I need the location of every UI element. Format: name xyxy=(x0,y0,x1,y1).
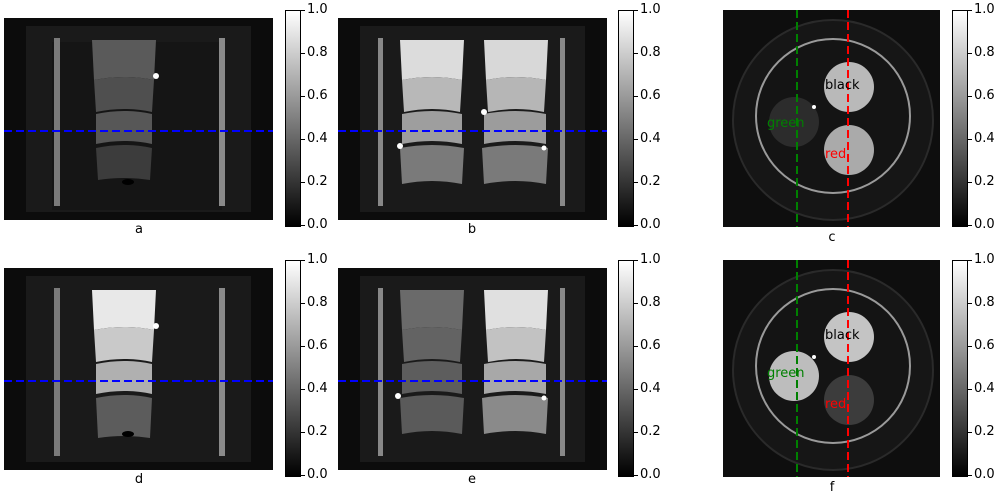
colorbar-tick: 0.2 xyxy=(301,424,328,439)
panel-b-image xyxy=(338,18,607,220)
label-black: black xyxy=(825,328,860,343)
colorbar-tick: 0.4 xyxy=(301,381,328,396)
colorbar-tick: 0.8 xyxy=(634,295,661,310)
colorbar-tick: 0.8 xyxy=(301,295,328,310)
colorbar-tick: 0.8 xyxy=(301,45,328,60)
colorbar-tick: 1.0 xyxy=(968,2,995,17)
label-green: green xyxy=(767,366,805,381)
colorbar-tick: 0.8 xyxy=(634,45,661,60)
colorbar-tick: 1.0 xyxy=(968,252,995,267)
panel-f-caption: f xyxy=(829,480,835,495)
panel-e-image xyxy=(338,268,607,470)
colorbar-b xyxy=(618,10,634,227)
panel-a-caption: a xyxy=(135,222,143,237)
colorbar-tick: 0.0 xyxy=(634,217,661,232)
panel-c-image: black green red xyxy=(723,10,940,227)
colorbar-tick: 0.4 xyxy=(634,381,661,396)
colorbar-tick: 1.0 xyxy=(634,252,661,267)
colorbar-tick: 0.2 xyxy=(634,424,661,439)
colorbar-tick: 0.6 xyxy=(634,88,661,103)
colorbar-tick: 0.2 xyxy=(301,174,328,189)
colorbar-tick: 0.2 xyxy=(968,174,995,189)
panel-f-image: black green red xyxy=(723,260,940,477)
colorbar-tick: 0.0 xyxy=(634,467,661,482)
label-red: red xyxy=(825,397,847,412)
colorbar-tick: 0.0 xyxy=(968,467,995,482)
panel-a-image xyxy=(4,18,273,220)
colorbar-tick: 0.2 xyxy=(968,424,995,439)
colorbar-c xyxy=(952,10,968,227)
colorbar-tick: 0.0 xyxy=(301,467,328,482)
label-black: black xyxy=(825,78,860,93)
colorbar-f xyxy=(952,260,968,477)
label-red: red xyxy=(825,147,847,162)
colorbar-tick: 0.4 xyxy=(968,131,995,146)
panel-d-image xyxy=(4,268,273,470)
colorbar-a xyxy=(285,10,301,227)
panel-b-caption: b xyxy=(467,222,477,237)
panel-d-caption: d xyxy=(134,472,144,487)
colorbar-tick: 0.6 xyxy=(968,338,995,353)
colorbar-tick: 1.0 xyxy=(301,252,328,267)
colorbar-tick: 0.6 xyxy=(301,338,328,353)
colorbar-tick: 0.4 xyxy=(634,131,661,146)
colorbar-tick: 0.0 xyxy=(301,217,328,232)
label-green: green xyxy=(767,116,805,131)
colorbar-tick: 0.0 xyxy=(968,217,995,232)
colorbar-e xyxy=(618,260,634,477)
colorbar-tick: 0.6 xyxy=(301,88,328,103)
colorbar-tick: 0.8 xyxy=(968,45,995,60)
panel-e-caption: e xyxy=(468,472,476,487)
colorbar-tick: 0.4 xyxy=(301,131,328,146)
colorbar-tick: 1.0 xyxy=(301,2,328,17)
colorbar-tick: 1.0 xyxy=(634,2,661,17)
colorbar-tick: 0.2 xyxy=(634,174,661,189)
colorbar-d xyxy=(285,260,301,477)
colorbar-tick: 0.4 xyxy=(968,381,995,396)
panel-c-caption: c xyxy=(828,230,836,245)
colorbar-tick: 0.8 xyxy=(968,295,995,310)
colorbar-tick: 0.6 xyxy=(634,338,661,353)
colorbar-tick: 0.6 xyxy=(968,88,995,103)
